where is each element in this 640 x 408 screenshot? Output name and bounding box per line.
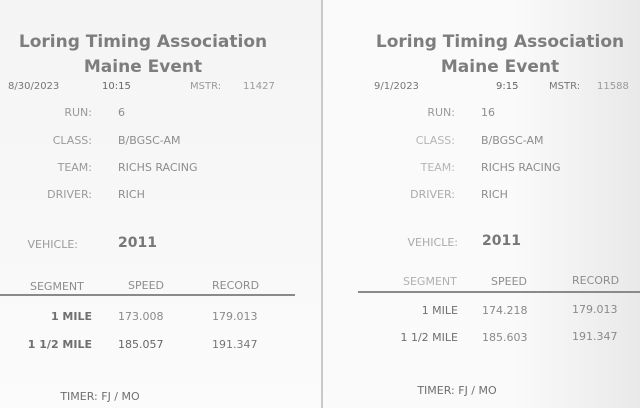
driver-label: DRIVER:: [47, 188, 92, 201]
col-record: RECORD: [212, 279, 260, 292]
run-label: RUN:: [427, 106, 455, 119]
speed-value: 185.603: [482, 331, 528, 344]
timer: TIMER: FJ / MO: [60, 390, 140, 403]
mstr-label: MSTR:: [549, 81, 581, 92]
record-value: 179.013: [572, 303, 618, 316]
record-value: 179.013: [212, 310, 258, 323]
segment-label: 1 MILE: [421, 304, 458, 317]
vehicle-value: 2011: [118, 235, 157, 251]
vehicle-label: VEHICLE:: [407, 236, 458, 249]
mstr-value: 11588: [597, 81, 629, 92]
record-value: 191.347: [572, 330, 618, 343]
event-name: Maine Event: [440, 57, 560, 77]
class-value: B/BGSC-AM: [481, 134, 544, 147]
mstr-label: MSTR:: [190, 81, 222, 92]
event-name: Maine Event: [83, 57, 203, 77]
speed-value: 173.008: [118, 310, 164, 323]
segment-label: 1 MILE: [50, 310, 92, 323]
run-time: 9:15: [496, 81, 519, 92]
run-value: 6: [118, 106, 125, 119]
class-label: CLASS:: [415, 134, 455, 147]
timing-slip-left: Loring Timing Association Maine Event 8/…: [0, 0, 322, 408]
class-label: CLASS:: [52, 134, 92, 147]
run-time: 10:15: [102, 81, 131, 92]
slip-title: Loring Timing Association: [375, 32, 625, 52]
driver-value: RICH: [118, 188, 145, 201]
run-date: 9/1/2023: [374, 81, 419, 92]
col-segment: SEGMENT: [30, 280, 84, 293]
run-label: RUN:: [64, 106, 92, 119]
timer: TIMER: FJ / MO: [417, 384, 497, 397]
team-value: RICHS RACING: [118, 161, 198, 174]
speed-value: 174.218: [482, 304, 528, 317]
slip-title: Loring Timing Association: [18, 32, 268, 52]
record-value: 191.347: [212, 338, 258, 351]
segment-label: 1 1/2 MILE: [27, 338, 92, 351]
col-speed: SPEED: [128, 279, 164, 292]
run-value: 16: [481, 106, 495, 119]
vehicle-value: 2011: [482, 233, 521, 249]
team-label: TEAM:: [420, 161, 455, 174]
team-value: RICHS RACING: [481, 161, 561, 174]
speed-value: 185.057: [118, 338, 164, 351]
col-speed: SPEED: [491, 275, 527, 288]
segment-label: 1 1/2 MILE: [400, 331, 458, 344]
team-label: TEAM:: [57, 161, 92, 174]
slip-divider: [321, 0, 323, 408]
col-record: RECORD: [572, 274, 620, 287]
header-rule: [0, 294, 295, 296]
col-segment: SEGMENT: [403, 275, 457, 288]
header-rule: [358, 291, 640, 293]
run-date: 8/30/2023: [8, 81, 60, 92]
class-value: B/BGSC-AM: [118, 134, 181, 147]
driver-label: DRIVER:: [410, 188, 455, 201]
mstr-value: 11427: [243, 81, 275, 92]
vehicle-label: VEHICLE:: [27, 238, 78, 251]
driver-value: RICH: [481, 188, 508, 201]
timing-slip-right: Loring Timing Association Maine Event 9/…: [323, 0, 640, 408]
